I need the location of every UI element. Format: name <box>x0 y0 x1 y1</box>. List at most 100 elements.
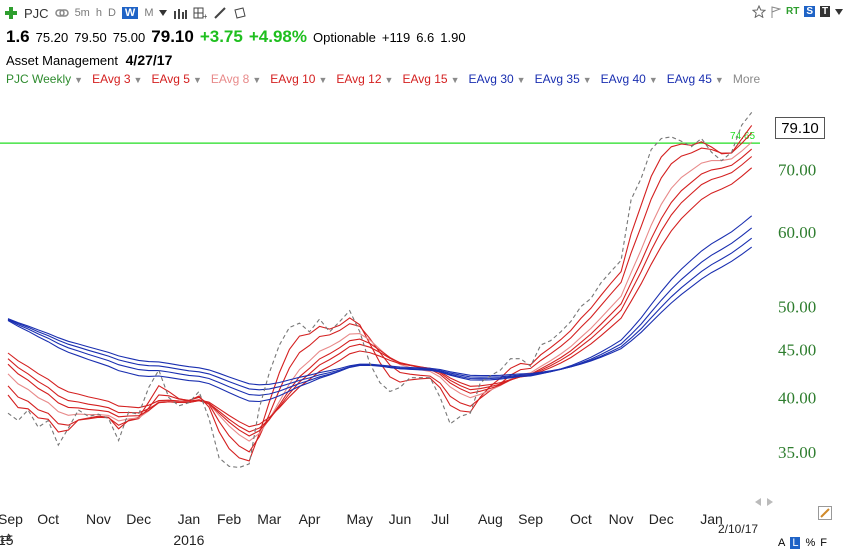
x-tick-label: Oct <box>570 511 592 527</box>
last-price: 79.10 <box>151 27 194 46</box>
chart-style-button[interactable] <box>173 7 188 19</box>
interval-hour[interactable]: h <box>95 7 102 19</box>
scale-log-button[interactable]: L <box>790 537 801 549</box>
study-label: EAvg 30 <box>468 72 514 86</box>
studies-legend: PJC Weekly ▼ EAvg 3 ▼ EAvg 5 ▼ EAvg 8 ▼ EAvg 10 ▼… <box>6 72 769 86</box>
t-badge[interactable]: T <box>820 6 831 17</box>
x-tick-label: Jul <box>431 511 449 527</box>
bar-chart-icon <box>174 9 188 19</box>
interval-month[interactable]: M <box>144 7 154 19</box>
caret-down-icon: ▼ <box>74 75 84 85</box>
annotate-icon[interactable] <box>818 506 832 520</box>
scale-a-button[interactable]: A <box>778 537 786 549</box>
x-tick-label: Oct <box>37 511 59 527</box>
series-line-eavg-15 <box>7 167 753 428</box>
toolbar: PJC 5m h D W M + <box>0 0 846 26</box>
scroll-left-icon[interactable] <box>755 498 761 506</box>
industry-label: Asset Management <box>6 53 119 68</box>
scale-pct-button[interactable]: % <box>805 537 816 549</box>
study-eavg-30[interactable]: EAvg 30 ▼ <box>469 72 526 86</box>
price-change: +3.75 <box>199 27 243 46</box>
high-value: 79.50 <box>74 30 107 45</box>
toolbar-right: RT S T <box>752 5 844 18</box>
x-tick-label: Nov <box>86 511 111 527</box>
study-eavg-10[interactable]: EAvg 10 ▼ <box>270 72 327 86</box>
caret-down-icon: ▼ <box>714 75 724 85</box>
caret-down-icon: ▼ <box>318 75 328 85</box>
open-value: 75.20 <box>35 30 69 45</box>
caret-down-icon: ▼ <box>516 75 526 85</box>
series-line-eavg-45 <box>7 246 753 386</box>
last-price-box: 79.10 <box>775 117 825 139</box>
study-more[interactable]: More <box>733 72 760 86</box>
flag-icon[interactable] <box>771 5 781 18</box>
change-short: 1.6 <box>6 27 30 46</box>
chain-link-icon <box>54 9 69 17</box>
study-eavg-3[interactable]: EAvg 3 ▼ <box>92 72 142 86</box>
series-line-eavg-40 <box>7 237 753 391</box>
study-label: EAvg 3 <box>92 72 131 86</box>
caret-down-icon: ▼ <box>384 75 394 85</box>
study-label: EAvg 5 <box>151 72 190 86</box>
caret-down-icon: ▼ <box>582 75 592 85</box>
link-button[interactable] <box>54 7 69 19</box>
refresh-icon[interactable]: ⇄ <box>0 530 12 546</box>
x-tick-label: Mar <box>257 511 281 527</box>
caret-down-icon: ▼ <box>648 75 658 85</box>
x-tick-label: Aug <box>478 511 503 527</box>
scale-f-button[interactable]: F <box>820 537 827 549</box>
study-label: EAvg 8 <box>210 72 250 86</box>
x-tick-label: Dec <box>649 511 674 527</box>
y-tick-label: 35.00 <box>778 443 816 462</box>
s-badge[interactable]: S <box>804 6 816 17</box>
note-icon <box>234 7 247 19</box>
study-eavg-5[interactable]: EAvg 5 ▼ <box>151 72 201 86</box>
series-line-eavg-10 <box>7 148 753 437</box>
x-tick-label: Apr <box>299 511 321 527</box>
caret-down-icon: ▼ <box>252 75 262 85</box>
study-eavg-15[interactable]: EAvg 15 ▼ <box>402 72 459 86</box>
series-line-eavg-8 <box>7 141 753 442</box>
price-line <box>7 112 753 469</box>
info-row: Asset Management 4/27/17 <box>6 52 172 68</box>
optionable-label: Optionable <box>312 30 376 45</box>
study-label: EAvg 40 <box>600 72 646 86</box>
study-label: EAvg 45 <box>666 72 712 86</box>
add-symbol-button[interactable] <box>4 6 18 20</box>
notes-button[interactable] <box>233 7 247 19</box>
year-label: 2016 <box>173 532 204 548</box>
symbol-field[interactable]: PJC <box>24 5 49 21</box>
study-eavg-40[interactable]: EAvg 40 ▼ <box>601 72 658 86</box>
quote-row: 1.6 75.20 79.50 75.00 79.10 +3.75 +4.98%… <box>6 27 472 47</box>
caret-down-icon[interactable] <box>835 8 844 15</box>
scroll-right-icon[interactable] <box>767 498 773 506</box>
y-tick-label: 60.00 <box>778 223 816 242</box>
study-pjc-weekly[interactable]: PJC Weekly ▼ <box>6 72 83 86</box>
study-eavg-8[interactable]: EAvg 8 ▼ <box>211 72 261 86</box>
grid-plus-icon: + <box>193 7 207 19</box>
study-eavg-12[interactable]: EAvg 12 ▼ <box>336 72 393 86</box>
x-tick-label: Jun <box>389 511 412 527</box>
interval-dropdown[interactable] <box>159 10 168 16</box>
study-eavg-35[interactable]: EAvg 35 ▼ <box>535 72 592 86</box>
caret-down-icon: ▼ <box>450 75 460 85</box>
caret-down-icon: ▼ <box>192 75 202 85</box>
study-eavg-45[interactable]: EAvg 45 ▼ <box>667 72 724 86</box>
x-tick-label: Sep <box>518 511 543 527</box>
star-icon[interactable] <box>752 5 766 18</box>
x-tick-label: May <box>347 511 373 527</box>
series-line-eavg-3 <box>7 125 753 462</box>
x-tick-label: Jan <box>178 511 201 527</box>
study-label: PJC Weekly <box>6 72 72 86</box>
low-value: 75.00 <box>112 30 146 45</box>
end-date-label: 2/10/17 <box>718 522 758 536</box>
interval-day[interactable]: D <box>107 7 116 19</box>
indicators-button[interactable]: + <box>193 7 207 19</box>
draw-button[interactable] <box>213 7 227 19</box>
study-label: More <box>732 72 761 86</box>
rt-badge[interactable]: RT <box>786 6 800 17</box>
interval-5m[interactable]: 5m <box>74 7 90 19</box>
caret-down-icon <box>159 10 168 16</box>
interval-week[interactable]: W <box>121 7 139 19</box>
